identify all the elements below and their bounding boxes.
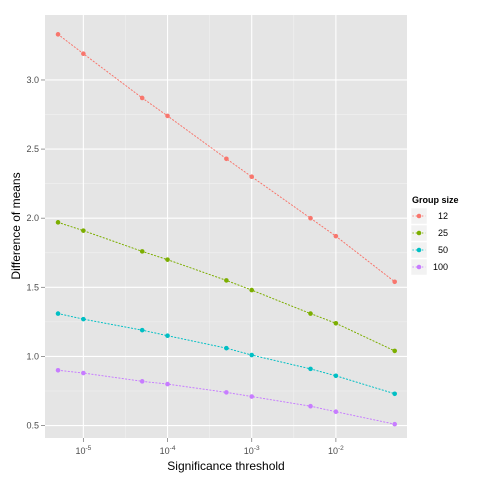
x-tick-label: 10-3 <box>244 445 260 456</box>
data-point <box>81 228 86 233</box>
data-point <box>308 215 313 221</box>
data-point <box>139 327 145 333</box>
y-axis-title: Difference of means <box>9 172 23 279</box>
data-point <box>139 95 145 101</box>
legend-key-point <box>416 213 422 219</box>
data-point <box>139 379 145 384</box>
data-point <box>392 279 398 285</box>
data-point <box>81 316 86 322</box>
legend-key-point <box>416 230 422 236</box>
data-point <box>165 381 170 387</box>
plot-panel <box>45 15 407 438</box>
series-line-50 <box>57 313 396 395</box>
series-50 <box>55 311 398 397</box>
y-tick-label: 2.5 <box>26 144 39 154</box>
legend: Group size 12 25 50 100 <box>410 195 459 276</box>
y-tick-label: 1.5 <box>26 282 39 292</box>
data-point <box>333 373 339 379</box>
data-point <box>249 352 255 358</box>
legend-item-50: 50 <box>410 241 448 259</box>
data-point <box>165 333 170 339</box>
legend-key-point <box>416 264 422 270</box>
series-layer <box>55 32 398 427</box>
y-tick-label: 1.0 <box>26 351 39 361</box>
legend-label: 25 <box>438 228 448 238</box>
series-line-12 <box>57 33 396 283</box>
grid-major <box>45 15 407 438</box>
data-point <box>249 287 255 293</box>
data-point <box>249 174 255 180</box>
series-25 <box>55 220 398 354</box>
y-tick-label: 3.0 <box>26 75 39 85</box>
series-12 <box>55 32 398 285</box>
legend-item-12: 12 <box>410 207 448 225</box>
legend-title: Group size <box>412 195 459 205</box>
data-point <box>392 348 398 354</box>
data-point <box>333 320 339 326</box>
data-point <box>392 391 398 397</box>
data-point <box>165 113 170 119</box>
legend-label: 100 <box>433 262 448 272</box>
x-axis-title: Significance threshold <box>167 459 284 473</box>
data-point <box>81 51 86 57</box>
x-tick-label: 10-2 <box>328 445 344 456</box>
data-point <box>308 366 313 372</box>
data-point <box>333 409 339 415</box>
data-point <box>55 32 61 37</box>
data-point <box>392 421 398 427</box>
x-axis: 10-5 10-4 10-3 10-2 <box>75 438 344 456</box>
legend-label: 50 <box>438 245 448 255</box>
y-tick-label: 0.5 <box>26 421 39 431</box>
data-point <box>224 156 229 162</box>
data-point <box>55 220 61 225</box>
data-point <box>333 233 339 239</box>
data-point <box>139 249 145 254</box>
data-point <box>224 278 229 283</box>
data-point <box>308 403 313 409</box>
series-100 <box>55 367 398 427</box>
legend-key-point <box>416 247 422 253</box>
data-point <box>224 390 229 395</box>
data-point <box>308 311 313 316</box>
legend-item-100: 100 <box>410 258 448 276</box>
data-point <box>249 394 255 399</box>
data-point <box>55 367 61 373</box>
legend-item-25: 25 <box>410 224 448 242</box>
data-point <box>81 370 86 376</box>
data-point <box>224 345 229 351</box>
data-point <box>55 311 61 316</box>
x-tick-label: 10-4 <box>160 445 176 456</box>
x-tick-label: 10-5 <box>75 445 91 456</box>
legend-label: 12 <box>438 211 448 221</box>
y-tick-label: 2.0 <box>26 213 39 223</box>
data-point <box>165 257 170 262</box>
y-axis: 0.5 1.0 1.5 2.0 2.5 3.0 <box>26 75 45 431</box>
